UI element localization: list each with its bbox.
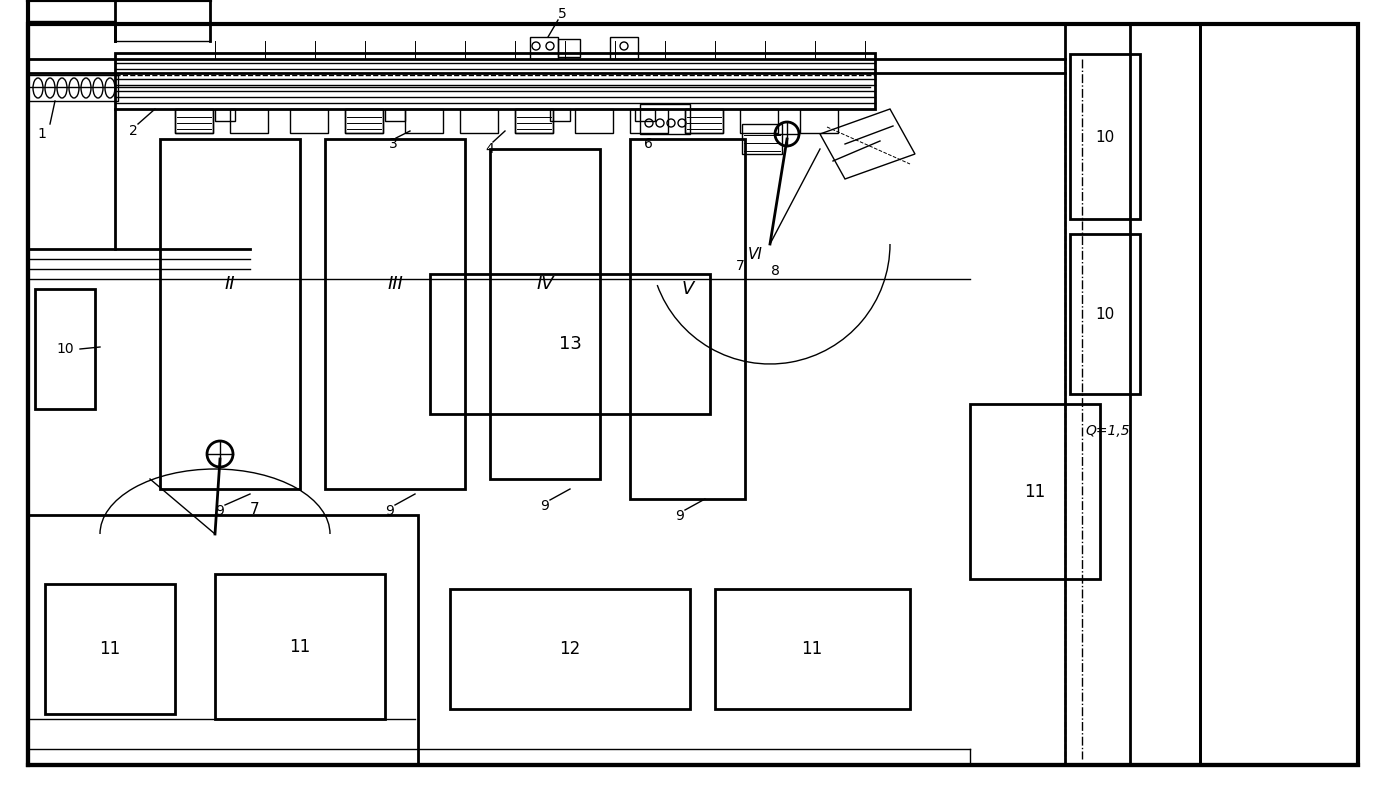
Text: 2: 2 bbox=[129, 124, 137, 138]
Bar bbox=[345, 109, 383, 133]
Bar bbox=[460, 109, 498, 133]
Bar bbox=[491, 149, 600, 479]
Bar bbox=[159, 139, 299, 489]
Text: 5: 5 bbox=[557, 7, 567, 21]
Bar bbox=[575, 109, 613, 133]
Bar bbox=[516, 109, 553, 133]
Text: VI: VI bbox=[747, 246, 762, 261]
Text: V: V bbox=[682, 280, 693, 298]
Bar bbox=[685, 109, 723, 133]
Bar bbox=[175, 109, 213, 133]
Bar bbox=[631, 139, 746, 499]
Text: 9: 9 bbox=[675, 509, 685, 523]
Text: 11: 11 bbox=[290, 638, 310, 656]
Bar bbox=[800, 109, 839, 133]
Bar bbox=[715, 589, 911, 709]
Bar bbox=[324, 139, 464, 489]
Text: 8: 8 bbox=[771, 264, 779, 278]
Bar bbox=[559, 39, 579, 57]
Bar bbox=[550, 109, 570, 121]
Text: 7: 7 bbox=[251, 502, 259, 517]
Text: 10: 10 bbox=[1095, 306, 1114, 321]
Text: 9: 9 bbox=[541, 499, 549, 513]
Bar bbox=[215, 109, 236, 121]
Bar bbox=[35, 289, 96, 409]
Bar bbox=[450, 589, 690, 709]
Bar bbox=[290, 109, 328, 133]
Bar bbox=[740, 109, 778, 133]
Bar bbox=[631, 109, 668, 133]
Text: 6: 6 bbox=[643, 137, 653, 151]
Text: 11: 11 bbox=[100, 640, 121, 658]
Text: 10: 10 bbox=[1095, 129, 1114, 144]
Text: 7: 7 bbox=[736, 259, 744, 273]
Bar bbox=[175, 109, 213, 133]
Text: III: III bbox=[387, 275, 403, 293]
Bar bbox=[405, 109, 444, 133]
Bar bbox=[640, 104, 690, 134]
Bar bbox=[635, 109, 656, 121]
Text: 11: 11 bbox=[801, 640, 823, 658]
Bar bbox=[115, 53, 875, 109]
Text: 4: 4 bbox=[485, 142, 495, 156]
Text: II: II bbox=[225, 275, 236, 293]
Bar bbox=[28, 515, 419, 765]
Bar bbox=[742, 124, 782, 154]
Bar bbox=[430, 274, 710, 414]
Bar bbox=[345, 109, 383, 133]
Bar bbox=[529, 37, 559, 59]
Bar bbox=[385, 109, 405, 121]
Bar bbox=[1070, 234, 1141, 394]
Bar bbox=[610, 37, 638, 59]
Text: 10: 10 bbox=[57, 342, 73, 356]
Bar bbox=[215, 574, 385, 719]
Text: 3: 3 bbox=[388, 137, 398, 151]
Text: Q=1,5: Q=1,5 bbox=[1085, 424, 1131, 438]
Bar bbox=[230, 109, 267, 133]
Text: 13: 13 bbox=[559, 335, 582, 353]
Text: 1: 1 bbox=[37, 127, 47, 141]
Bar bbox=[685, 109, 723, 133]
Text: 9: 9 bbox=[385, 504, 395, 518]
Bar bbox=[516, 109, 553, 133]
Text: 9: 9 bbox=[216, 504, 225, 518]
Bar bbox=[44, 584, 175, 714]
Bar bbox=[970, 404, 1100, 579]
Text: 12: 12 bbox=[560, 640, 581, 658]
Text: IV: IV bbox=[536, 275, 554, 293]
Text: 11: 11 bbox=[1024, 483, 1045, 501]
Bar bbox=[28, 75, 118, 101]
Bar bbox=[1070, 54, 1141, 219]
